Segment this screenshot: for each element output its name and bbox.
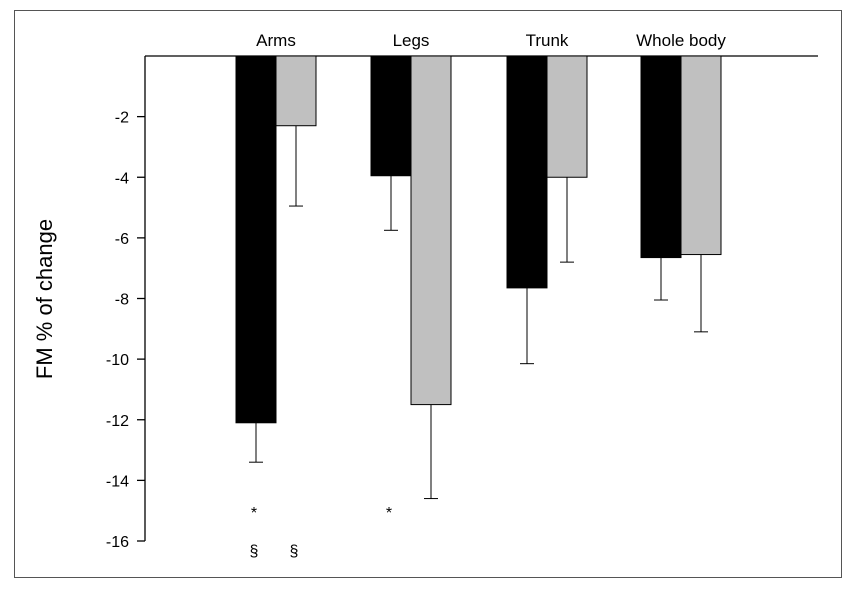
category-label: Whole body xyxy=(636,31,726,50)
significance-mark: * xyxy=(386,505,392,522)
bar-arms-s1 xyxy=(235,55,277,424)
y-tick-label: -12 xyxy=(106,413,129,430)
significance-mark: § xyxy=(290,543,299,560)
bars xyxy=(235,55,722,424)
figure-frame xyxy=(14,10,842,578)
bar-legs-s1 xyxy=(370,55,412,177)
bar-whole-body-s1 xyxy=(640,55,682,259)
y-ticks: -2 -4 -6 -8 -10 -12 -14 -16 xyxy=(106,110,145,551)
significance-marks: * § § * xyxy=(250,505,393,560)
bar-arms-s2 xyxy=(275,55,317,127)
category-label: Legs xyxy=(393,31,430,50)
bar-legs-s2 xyxy=(410,55,452,406)
error-bars xyxy=(249,125,708,500)
bar-whole-body-s2 xyxy=(680,55,722,256)
y-tick-label: -14 xyxy=(106,473,129,490)
significance-mark: * xyxy=(251,505,257,522)
significance-mark: § xyxy=(250,543,259,560)
bar-trunk-s2 xyxy=(546,55,588,178)
category-labels: Arms Legs Trunk Whole body xyxy=(256,31,726,50)
y-tick-label: -2 xyxy=(115,110,129,127)
y-tick-label: -10 xyxy=(106,352,129,369)
y-tick-label: -6 xyxy=(115,231,129,248)
bar-trunk-s1 xyxy=(506,55,548,289)
y-tick-label: -4 xyxy=(115,170,129,187)
category-label: Trunk xyxy=(526,31,569,50)
y-tick-label: -8 xyxy=(115,292,129,309)
category-label: Arms xyxy=(256,31,296,50)
y-tick-label: -16 xyxy=(106,534,129,551)
y-axis-label: FM % of change xyxy=(32,219,57,379)
